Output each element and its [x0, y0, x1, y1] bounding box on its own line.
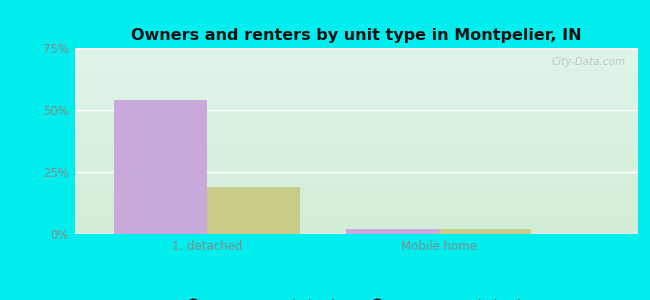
Bar	[439, 229, 531, 234]
Bar	[207, 187, 300, 234]
Title: Owners and renters by unit type in Montpelier, IN: Owners and renters by unit type in Montp…	[131, 28, 581, 43]
Text: City-Data.com: City-Data.com	[552, 57, 626, 67]
Legend: Owner occupied units, Renter occupied units: Owner occupied units, Renter occupied un…	[175, 294, 537, 300]
Bar	[114, 100, 207, 234]
Bar	[346, 229, 439, 234]
